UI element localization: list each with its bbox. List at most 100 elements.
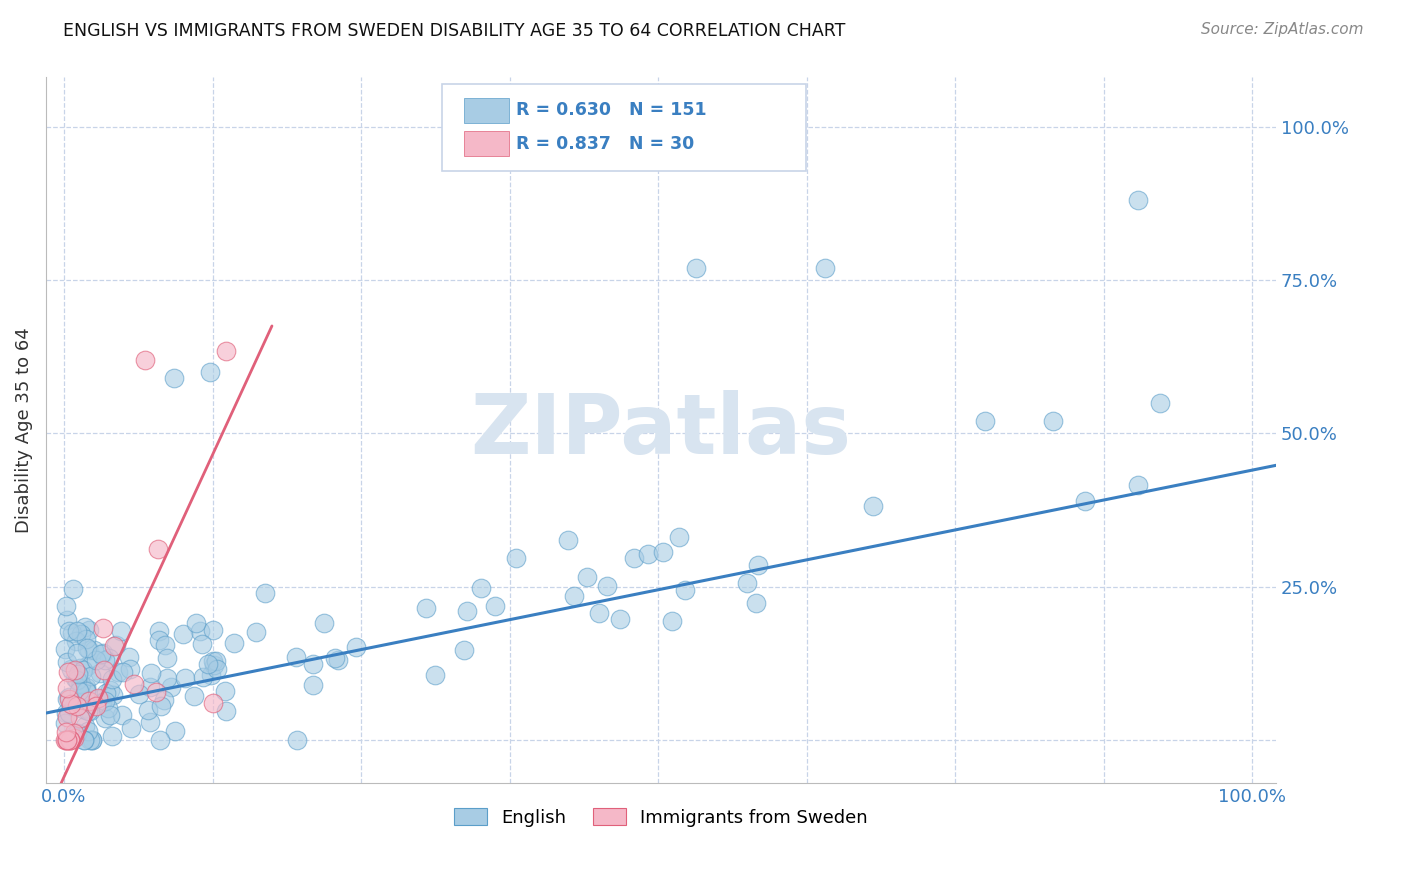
Point [193, 670, 215, 684]
Point [652, 545, 675, 559]
Point [200, 668, 222, 682]
Point [862, 499, 884, 513]
Point [79, 669, 101, 683]
Point [62, 582, 84, 597]
Point [148, 633, 170, 648]
Point [222, 636, 245, 650]
Point [75, 632, 97, 647]
Point [124, 677, 146, 691]
Point [202, 623, 225, 637]
Point [59, 733, 82, 747]
Point [120, 721, 142, 735]
Point [91, 695, 114, 709]
Point [84, 698, 107, 713]
Point [128, 687, 150, 701]
Point [118, 650, 141, 665]
Point [184, 616, 207, 631]
Point [60, 625, 83, 640]
Point [107, 665, 129, 679]
Point [202, 658, 225, 673]
Point [661, 614, 683, 628]
Point [98, 650, 121, 665]
Point [69, 676, 91, 690]
Point [145, 685, 167, 699]
Point [138, 703, 160, 717]
Point [63, 671, 86, 685]
Point [415, 600, 437, 615]
Point [76, 641, 98, 656]
Text: R = 0.630   N = 151: R = 0.630 N = 151 [516, 101, 707, 119]
Point [58, 665, 80, 679]
Point [673, 583, 696, 598]
Point [75, 683, 97, 698]
Point [58, 706, 80, 721]
Point [198, 365, 221, 379]
Point [69, 711, 91, 725]
Point [174, 671, 197, 685]
Point [79, 704, 101, 718]
Point [56, 733, 79, 747]
Point [609, 612, 631, 626]
Point [470, 581, 492, 595]
Point [55, 692, 77, 706]
Point [423, 668, 446, 682]
Point [105, 638, 128, 652]
Point [56, 656, 79, 670]
Point [215, 704, 238, 718]
Point [77, 723, 100, 738]
Point [215, 343, 238, 358]
Point [75, 683, 97, 698]
Point [69, 626, 91, 640]
Point [76, 704, 98, 718]
Point [65, 634, 87, 648]
Point [325, 650, 347, 665]
Point [747, 558, 769, 573]
Point [59, 733, 82, 747]
Point [173, 627, 195, 641]
Point [204, 654, 226, 668]
Point [53, 733, 76, 747]
Point [86, 690, 108, 705]
Point [301, 657, 323, 672]
Text: ENGLISH VS IMMIGRANTS FROM SWEDEN DISABILITY AGE 35 TO 64 CORRELATION CHART: ENGLISH VS IMMIGRANTS FROM SWEDEN DISABI… [63, 22, 845, 40]
Point [110, 624, 132, 639]
Point [326, 653, 349, 667]
Point [557, 533, 579, 547]
Point [112, 665, 135, 679]
Point [588, 606, 610, 620]
Point [596, 579, 619, 593]
Point [103, 640, 125, 654]
Point [284, 650, 307, 665]
Point [685, 260, 707, 275]
Point [63, 731, 86, 745]
Point [65, 663, 87, 677]
Point [197, 657, 219, 671]
Point [72, 663, 94, 677]
Point [60, 662, 83, 676]
Text: ZIPatlas: ZIPatlas [471, 390, 852, 471]
Point [575, 570, 598, 584]
Point [245, 625, 267, 640]
Point [65, 728, 87, 742]
Point [55, 599, 77, 613]
Point [505, 551, 527, 566]
Point [138, 715, 160, 730]
Point [456, 603, 478, 617]
FancyBboxPatch shape [441, 84, 806, 171]
Point [183, 690, 205, 704]
Point [156, 651, 179, 665]
Point [80, 733, 103, 747]
Point [214, 684, 236, 698]
Point [58, 690, 80, 704]
Point [111, 708, 134, 723]
Point [84, 653, 107, 667]
Legend: English, Immigrants from Sweden: English, Immigrants from Sweden [447, 801, 875, 834]
Point [139, 665, 162, 680]
Point [91, 621, 114, 635]
Point [77, 623, 100, 637]
Point [134, 352, 156, 367]
Point [814, 260, 837, 275]
Point [156, 671, 179, 685]
Point [94, 694, 117, 708]
Point [98, 683, 121, 698]
